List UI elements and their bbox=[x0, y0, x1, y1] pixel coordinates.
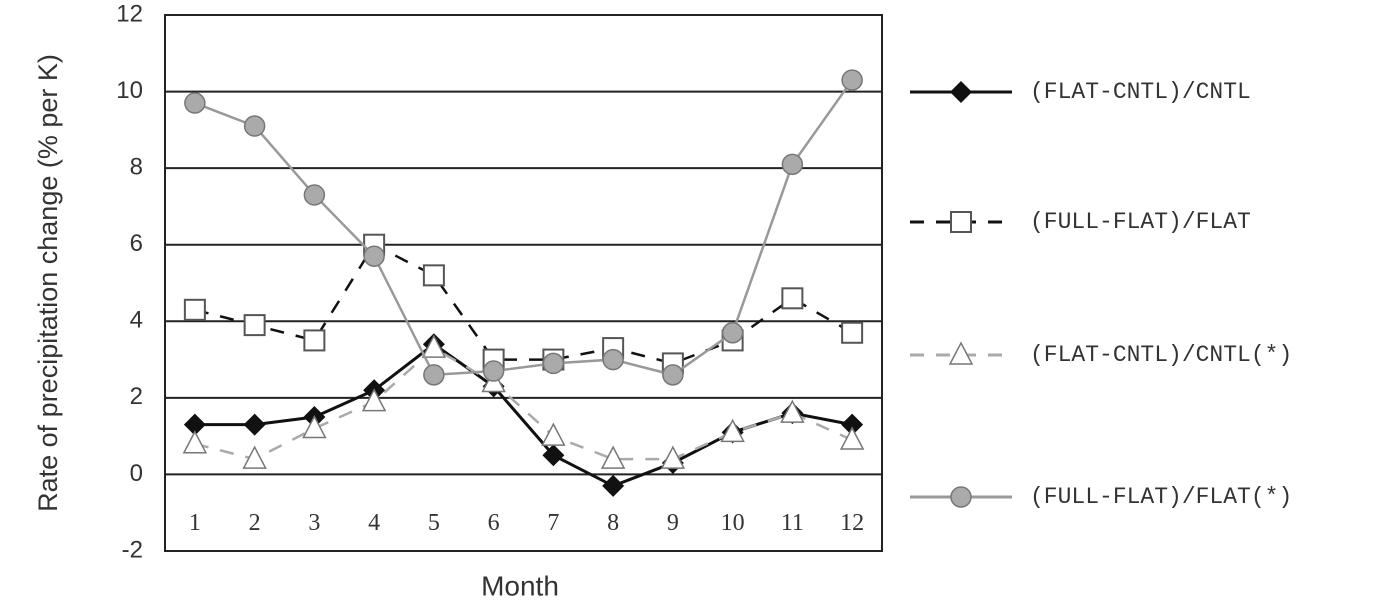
x-tick-label: 6 bbox=[488, 510, 500, 536]
y-tick-label: 0 bbox=[130, 460, 143, 487]
legend-marker bbox=[950, 486, 972, 508]
x-tick-label: 11 bbox=[781, 510, 804, 536]
plot-border bbox=[164, 14, 883, 552]
y-tick-label: 10 bbox=[116, 77, 143, 104]
legend-marker bbox=[950, 81, 972, 103]
x-tick-label: 4 bbox=[368, 510, 380, 536]
x-axis-title: Month bbox=[481, 570, 559, 601]
x-tick-label: 2 bbox=[249, 510, 261, 536]
point bbox=[421, 334, 447, 358]
point bbox=[662, 364, 684, 386]
series-line bbox=[194, 79, 854, 377]
point bbox=[303, 184, 326, 206]
legend-label: (FLAT-CNTL)/CNTL bbox=[1030, 79, 1251, 105]
point bbox=[242, 445, 267, 469]
y-tick-label: -2 bbox=[122, 536, 143, 563]
point bbox=[720, 418, 745, 443]
point bbox=[841, 69, 863, 91]
point bbox=[182, 430, 208, 454]
x-tick-label: 1 bbox=[189, 510, 201, 536]
point bbox=[183, 413, 206, 436]
legend-label: (FULL-FLAT)/FLAT(*) bbox=[1030, 484, 1292, 510]
point bbox=[363, 245, 385, 267]
point bbox=[482, 360, 505, 382]
point bbox=[243, 115, 266, 137]
legend-label: (FLAT-CNTL)/CNTL(*) bbox=[1030, 342, 1292, 368]
point bbox=[780, 399, 805, 423]
point bbox=[302, 414, 327, 439]
series-line bbox=[194, 243, 853, 365]
point bbox=[243, 314, 266, 337]
point bbox=[600, 445, 626, 469]
point bbox=[781, 153, 804, 176]
point bbox=[422, 264, 445, 287]
series-line bbox=[194, 342, 853, 488]
point bbox=[184, 92, 206, 114]
point bbox=[423, 364, 445, 386]
point bbox=[660, 445, 686, 469]
point bbox=[602, 474, 625, 497]
point bbox=[841, 321, 864, 344]
point bbox=[303, 329, 326, 352]
legend-label: (FULL-FLAT)/FLAT bbox=[1030, 209, 1251, 235]
x-tick-label: 5 bbox=[428, 510, 440, 536]
point bbox=[781, 287, 804, 310]
point bbox=[542, 444, 565, 467]
x-tick-label: 12 bbox=[840, 510, 864, 536]
x-tick-label: 9 bbox=[667, 510, 679, 536]
point bbox=[541, 422, 566, 446]
y-tick-label: 4 bbox=[130, 307, 143, 334]
point bbox=[721, 322, 744, 344]
point bbox=[183, 298, 206, 321]
x-tick-label: 10 bbox=[721, 510, 745, 536]
y-tick-label: 8 bbox=[130, 153, 143, 180]
point bbox=[361, 388, 387, 412]
y-tick-label: 2 bbox=[130, 383, 143, 410]
point bbox=[542, 352, 565, 375]
point bbox=[841, 413, 864, 436]
y-axis-title: Rate of precipitation change (% per K) bbox=[33, 54, 63, 512]
point bbox=[243, 413, 266, 436]
point bbox=[602, 348, 624, 371]
y-tick-label: 6 bbox=[130, 230, 143, 257]
x-tick-label: 8 bbox=[607, 510, 619, 536]
y-tick-label: 12 bbox=[116, 0, 143, 27]
series-line bbox=[194, 346, 853, 461]
x-tick-label: 7 bbox=[547, 510, 559, 536]
legend-marker bbox=[950, 211, 972, 233]
legend-marker bbox=[948, 341, 974, 365]
point bbox=[839, 426, 865, 450]
x-tick-label: 3 bbox=[308, 510, 320, 536]
